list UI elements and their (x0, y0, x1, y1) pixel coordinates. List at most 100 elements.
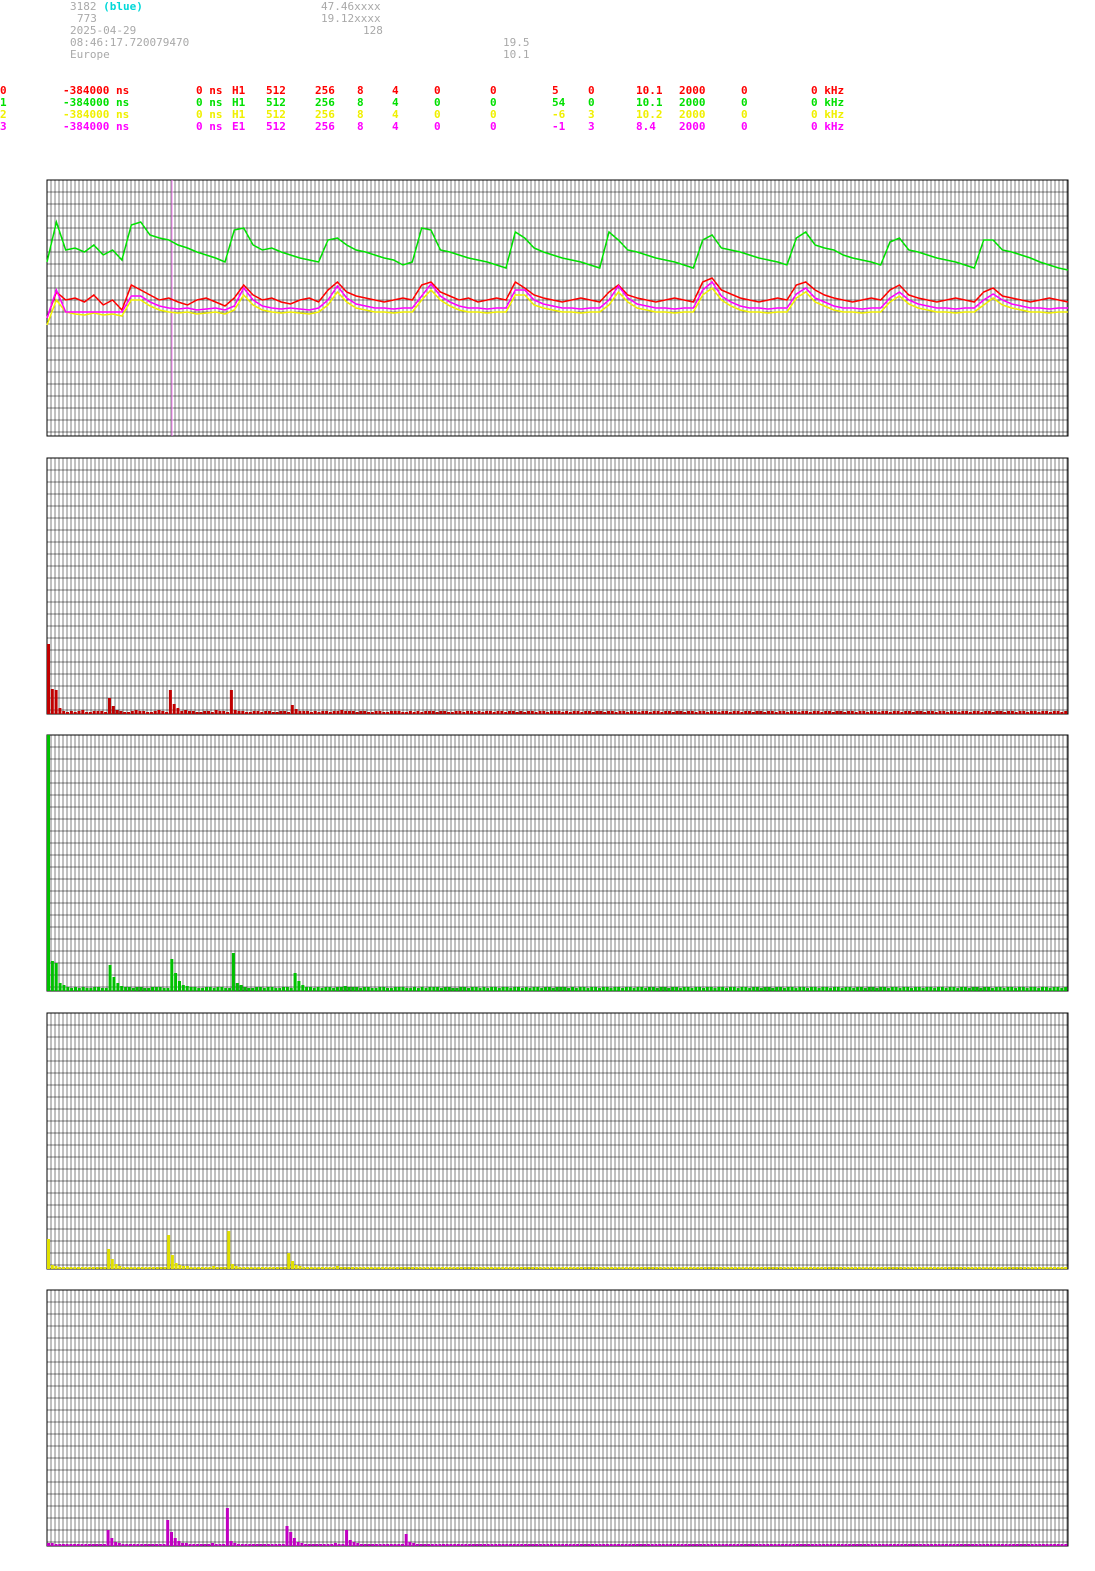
bar (632, 1544, 635, 1546)
bar (542, 1544, 546, 1546)
bar (885, 711, 889, 714)
bar (140, 1267, 144, 1269)
bar (517, 987, 520, 991)
channel-c8: 0 (434, 84, 441, 97)
bar (870, 1544, 874, 1546)
bar (1064, 1544, 1068, 1546)
bar (225, 1508, 229, 1546)
bar (918, 1544, 922, 1546)
bar (1030, 1544, 1034, 1546)
bar (805, 1267, 809, 1269)
bar (203, 1544, 207, 1546)
bar (328, 712, 332, 714)
bar (812, 1267, 816, 1269)
bar (439, 711, 443, 714)
bar (942, 711, 946, 714)
bar (938, 711, 942, 714)
channel-c6: 8 (357, 120, 364, 133)
bar (97, 987, 101, 991)
bar (80, 1267, 84, 1269)
bar (571, 987, 574, 991)
bar (233, 1543, 237, 1546)
bar (688, 1267, 692, 1269)
bar (422, 1267, 426, 1269)
bar (401, 987, 405, 991)
bar (393, 711, 397, 714)
bar (599, 711, 603, 714)
bar (671, 987, 675, 991)
bar (136, 1544, 140, 1546)
channel-c9: 0 (490, 84, 497, 97)
bar (913, 987, 917, 991)
bar (976, 711, 980, 714)
bar (492, 712, 496, 714)
bar (291, 1261, 294, 1269)
bar (736, 988, 740, 991)
bar (445, 1544, 449, 1546)
bar (852, 988, 856, 991)
bar (799, 1544, 803, 1546)
bar (488, 711, 492, 714)
bar (887, 1267, 891, 1269)
bar (854, 712, 858, 714)
bar (755, 711, 759, 714)
channel-c11: 3 (588, 120, 595, 133)
channel-c8: 0 (434, 96, 441, 109)
bar (106, 1530, 110, 1546)
bar (111, 706, 115, 714)
bar (317, 712, 321, 714)
bar (1056, 987, 1060, 991)
bar (464, 1544, 468, 1546)
bar (289, 988, 293, 991)
bar (925, 1267, 929, 1269)
bar (782, 711, 786, 714)
bar (538, 1267, 542, 1269)
bar (647, 1267, 651, 1269)
bar (794, 1267, 797, 1269)
bar (58, 1267, 62, 1269)
bar (971, 1544, 975, 1546)
bar (613, 1544, 617, 1546)
bar (444, 1267, 448, 1269)
bar (565, 1544, 568, 1546)
bar (648, 987, 651, 991)
bar (915, 1544, 919, 1546)
bar (553, 711, 557, 714)
bar (191, 711, 195, 714)
channel-c15: 0 kHz (811, 96, 845, 109)
bar (520, 1267, 523, 1269)
bar (782, 988, 786, 991)
bar (540, 988, 544, 991)
bar (717, 712, 721, 714)
bar (360, 1544, 363, 1546)
bar (99, 1267, 103, 1269)
bar (856, 987, 860, 991)
bar (264, 711, 268, 714)
bar (985, 1267, 989, 1269)
bar (991, 712, 995, 714)
bar (351, 1267, 354, 1269)
bar (47, 1543, 50, 1546)
bar (244, 1544, 248, 1546)
bar (683, 712, 687, 714)
bar (193, 1267, 197, 1269)
bar (473, 712, 477, 714)
bar (646, 1544, 650, 1546)
bar (362, 1267, 366, 1269)
bar (100, 711, 104, 714)
bar (859, 1544, 863, 1546)
bar (948, 987, 952, 991)
bar (550, 1267, 553, 1269)
bar (212, 1266, 216, 1269)
bar (193, 987, 197, 991)
bar (574, 988, 578, 991)
bar (881, 1544, 885, 1546)
bar (636, 1267, 640, 1269)
bar (188, 1544, 192, 1546)
bar (542, 1267, 546, 1269)
bar (378, 987, 382, 991)
bar (463, 1267, 467, 1269)
bar (189, 1267, 193, 1269)
bar (154, 987, 158, 991)
bar (251, 988, 255, 991)
